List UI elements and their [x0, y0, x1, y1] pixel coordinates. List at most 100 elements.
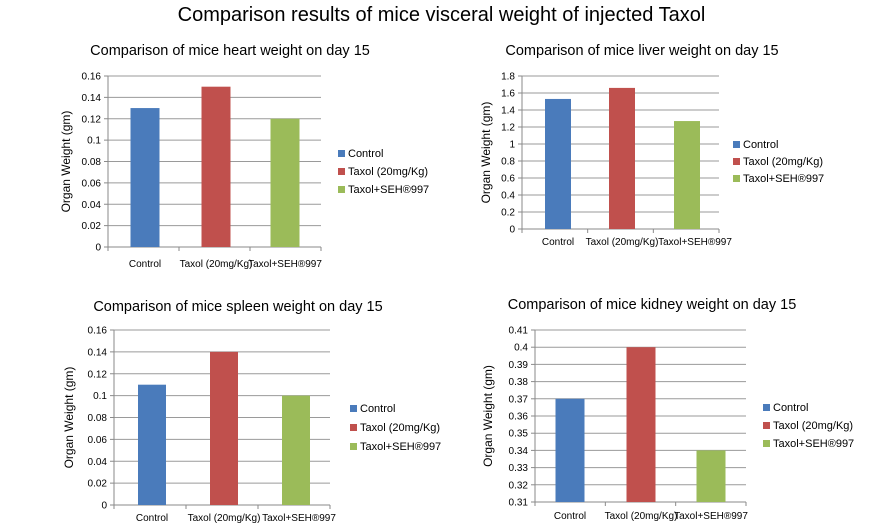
legend-label: Taxol (20mg/Kg)	[348, 166, 428, 178]
y-tick-label: 0.1	[87, 136, 101, 147]
y-tick-label: 0	[509, 225, 515, 236]
y-tick-label: 0.14	[82, 93, 102, 104]
y-axis-label: Organ Weight (gm)	[62, 367, 76, 469]
y-tick-label: 0.31	[509, 498, 529, 509]
legend-label: Control	[360, 403, 395, 415]
legend-label: Control	[773, 402, 808, 414]
y-tick-label: 1	[509, 140, 515, 151]
bar-taxol	[626, 347, 656, 502]
x-category-label: Taxol (20mg/Kg)	[586, 237, 659, 248]
y-tick-label: 0.33	[509, 463, 529, 474]
bar-control	[138, 384, 166, 505]
legend-swatch	[338, 186, 345, 193]
y-tick-label: 1.6	[501, 89, 515, 100]
page-title: Comparison results of mice visceral weig…	[177, 4, 706, 26]
y-axis-label: Organ Weight (gm)	[481, 365, 495, 467]
x-category-label: Taxol+SEH®997	[674, 511, 748, 522]
x-category-label: Taxol+SEH®997	[262, 513, 336, 524]
y-tick-label: 0.14	[88, 347, 108, 358]
chart-title: Comparison of mice kidney weight on day …	[508, 297, 797, 313]
y-tick-label: 0.4	[501, 191, 515, 202]
y-tick-label: 0.2	[501, 208, 515, 219]
legend-label: Taxol (20mg/Kg)	[743, 156, 823, 168]
bar-taxol-seh997	[270, 118, 300, 247]
legend-swatch	[763, 404, 770, 411]
y-tick-label: 0.8	[501, 157, 515, 168]
legend-swatch	[733, 141, 740, 148]
bar-taxol	[210, 351, 238, 505]
y-tick-label: 0.34	[509, 446, 529, 457]
y-tick-label: 0.37	[509, 394, 529, 405]
legend-label: Control	[743, 139, 778, 151]
bar-taxol-seh997	[674, 121, 700, 229]
legend-swatch	[763, 440, 770, 447]
legend-swatch	[350, 424, 357, 431]
chart-title: Comparison of mice liver weight on day 1…	[505, 43, 778, 59]
y-tick-label: 0.41	[509, 326, 529, 337]
y-tick-label: 0.1	[93, 391, 107, 402]
bar-taxol-seh997	[696, 450, 726, 502]
y-axis-label: Organ Weight (gm)	[479, 102, 493, 204]
y-tick-label: 0.04	[82, 200, 102, 211]
bar-taxol	[609, 87, 635, 230]
y-tick-label: 0	[95, 243, 101, 254]
y-tick-label: 0.4	[514, 343, 528, 354]
chart-title: Comparison of mice spleen weight on day …	[93, 299, 382, 315]
y-tick-label: 0.16	[82, 72, 102, 83]
x-category-label: Taxol (20mg/Kg)	[188, 513, 261, 524]
x-category-label: Taxol+SEH®997	[248, 259, 322, 270]
x-category-label: Control	[136, 513, 168, 524]
legend-label: Taxol+SEH®997	[773, 438, 854, 450]
bar-control	[555, 398, 585, 502]
y-tick-label: 0.12	[88, 369, 108, 380]
legend-swatch	[733, 158, 740, 165]
y-tick-label: 0.16	[88, 326, 108, 337]
legend-label: Taxol+SEH®997	[348, 184, 429, 196]
legend-swatch	[733, 175, 740, 182]
legend-label: Taxol (20mg/Kg)	[773, 420, 853, 432]
y-axis-label: Organ Weight (gm)	[59, 111, 73, 213]
bar-control	[545, 98, 571, 229]
y-tick-label: 0.04	[88, 457, 108, 468]
legend-label: Taxol+SEH®997	[743, 173, 824, 185]
y-tick-label: 0.02	[82, 221, 102, 232]
x-category-label: Control	[554, 511, 586, 522]
x-category-label: Control	[129, 259, 161, 270]
y-tick-label: 0	[101, 501, 107, 512]
y-tick-label: 1.2	[501, 123, 515, 134]
x-category-label: Control	[542, 237, 574, 248]
legend-swatch	[350, 443, 357, 450]
y-tick-label: 0.08	[88, 413, 108, 424]
y-tick-label: 0.06	[88, 435, 108, 446]
legend-label: Control	[348, 148, 383, 160]
legend-swatch	[763, 422, 770, 429]
x-category-label: Taxol+SEH®997	[658, 237, 732, 248]
x-category-label: Taxol (20mg/Kg)	[605, 511, 678, 522]
legend-label: Taxol (20mg/Kg)	[360, 422, 440, 434]
y-tick-label: 0.08	[82, 157, 102, 168]
bar-control	[130, 108, 160, 247]
y-tick-label: 0.6	[501, 174, 515, 185]
y-tick-label: 1.8	[501, 72, 515, 83]
legend-swatch	[338, 168, 345, 175]
y-tick-label: 0.06	[82, 178, 102, 189]
y-tick-label: 0.38	[509, 377, 529, 388]
legend-swatch	[338, 150, 345, 157]
x-category-label: Taxol (20mg/Kg)	[180, 259, 253, 270]
y-tick-label: 0.32	[509, 480, 529, 491]
y-tick-label: 0.39	[509, 360, 529, 371]
legend-label: Taxol+SEH®997	[360, 441, 441, 453]
chart-title: Comparison of mice heart weight on day 1…	[90, 43, 370, 59]
y-tick-label: 1.4	[501, 106, 515, 117]
y-tick-label: 0.12	[82, 114, 102, 125]
y-tick-label: 0.36	[509, 412, 529, 423]
y-tick-label: 0.35	[509, 429, 529, 440]
legend-swatch	[350, 405, 357, 412]
y-tick-label: 0.02	[88, 479, 108, 490]
bar-taxol-seh997	[282, 395, 310, 505]
bar-taxol	[201, 86, 231, 247]
